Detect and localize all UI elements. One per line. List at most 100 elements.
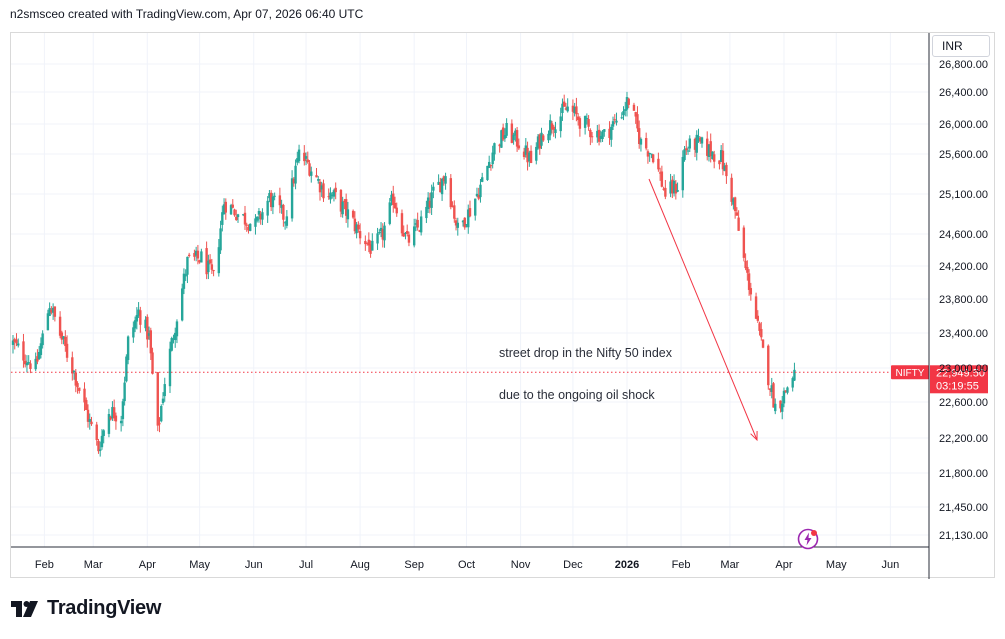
candle-body bbox=[60, 332, 64, 340]
candle-body bbox=[747, 273, 751, 290]
x-tick-label: Jul bbox=[299, 559, 313, 571]
candle-body bbox=[355, 224, 358, 234]
candle-body bbox=[50, 309, 53, 313]
candle-body bbox=[174, 332, 177, 341]
candle-body bbox=[133, 320, 137, 329]
x-tick-label: Oct bbox=[458, 559, 475, 571]
candle-body bbox=[296, 158, 299, 163]
candle-body bbox=[304, 156, 308, 159]
candle-body bbox=[585, 118, 589, 120]
candle-body bbox=[125, 356, 128, 382]
candle-body bbox=[357, 224, 360, 230]
candle-body bbox=[760, 328, 763, 338]
candle-body bbox=[719, 150, 723, 162]
candle-body bbox=[160, 406, 163, 422]
candle-body bbox=[590, 136, 594, 138]
candle-body bbox=[320, 185, 323, 190]
candle-body bbox=[761, 339, 765, 348]
candle-body bbox=[353, 218, 357, 232]
candle-body bbox=[587, 119, 590, 127]
candle-body bbox=[709, 141, 712, 157]
candle-body bbox=[432, 186, 435, 191]
candle-body bbox=[768, 388, 772, 391]
candle-body bbox=[310, 171, 313, 176]
candle-body bbox=[639, 138, 643, 145]
candle-body bbox=[454, 220, 458, 226]
candle-body bbox=[149, 330, 152, 354]
candle-body bbox=[147, 333, 151, 336]
candle-body bbox=[467, 209, 470, 228]
candle-body bbox=[514, 130, 517, 136]
candle-body bbox=[184, 274, 187, 277]
candle-body bbox=[139, 310, 142, 325]
candle-body bbox=[280, 204, 283, 208]
candle-body bbox=[674, 183, 678, 194]
candle-body bbox=[48, 308, 51, 316]
candle-body bbox=[306, 159, 309, 163]
candle-body bbox=[650, 153, 653, 155]
x-tick-label: Apr bbox=[775, 559, 792, 571]
candle-body bbox=[510, 123, 514, 143]
grid-lines bbox=[11, 33, 929, 547]
y-tick-label: 21,450.00 bbox=[939, 502, 988, 514]
y-tick-label: 25,600.00 bbox=[939, 149, 988, 161]
candle-body bbox=[583, 116, 587, 128]
candle-body bbox=[439, 182, 442, 193]
candle-body bbox=[658, 172, 662, 174]
candle-body bbox=[685, 148, 688, 151]
candle-body bbox=[461, 220, 465, 223]
chart-annotation-text[interactable]: street drop in the Nifty 50 index due to… bbox=[499, 318, 672, 416]
candle-body bbox=[151, 352, 154, 374]
candle-body bbox=[419, 216, 423, 233]
candle-body bbox=[637, 128, 641, 145]
candle-body bbox=[107, 414, 111, 434]
candle-body bbox=[346, 209, 350, 220]
annotation-line-1: street drop in the Nifty 50 index bbox=[499, 346, 673, 360]
candle-body bbox=[503, 135, 507, 139]
candle-body bbox=[231, 204, 234, 208]
candle-body bbox=[578, 118, 582, 129]
candle-body bbox=[273, 195, 276, 197]
candle-body bbox=[212, 270, 215, 272]
candle-body bbox=[449, 178, 453, 208]
annotation-arrow-line bbox=[648, 178, 758, 441]
candle-body bbox=[86, 409, 90, 422]
x-tick-label: Jun bbox=[881, 559, 899, 571]
candle-body bbox=[456, 222, 459, 228]
candle-body bbox=[339, 189, 343, 212]
candle-body bbox=[235, 216, 238, 221]
y-tick-label: 22,200.00 bbox=[939, 433, 988, 445]
candle-body bbox=[613, 119, 616, 121]
candle-body bbox=[85, 399, 88, 411]
candle-body bbox=[723, 165, 726, 171]
currency-selector[interactable]: INR bbox=[932, 35, 990, 57]
x-tick-label: Feb bbox=[672, 559, 691, 571]
candle-body bbox=[620, 117, 623, 119]
lightning-icon[interactable] bbox=[797, 528, 819, 555]
candle-body bbox=[269, 192, 273, 208]
candle-body bbox=[660, 171, 664, 187]
candle-body bbox=[603, 129, 606, 132]
candle-body bbox=[779, 400, 782, 409]
candle-body bbox=[99, 449, 102, 451]
candle-body bbox=[15, 339, 18, 344]
candle-body bbox=[529, 150, 533, 163]
candle-body bbox=[735, 212, 739, 216]
candle-body bbox=[102, 430, 105, 437]
candle-body bbox=[318, 181, 322, 193]
candle-body bbox=[535, 146, 538, 161]
chart-area[interactable]: NIFTY 22,949.50 03:19:55 26,800.00 26,400.0… bbox=[10, 32, 996, 579]
candle-body bbox=[334, 187, 337, 193]
candle-body bbox=[278, 195, 282, 206]
candle-body bbox=[198, 260, 201, 263]
y-tick-label: 24,200.00 bbox=[939, 261, 988, 273]
candle-body bbox=[501, 127, 505, 140]
candle-body bbox=[686, 150, 690, 152]
candle-body bbox=[672, 180, 676, 194]
candle-body bbox=[271, 196, 275, 208]
tradingview-logo-icon bbox=[11, 600, 38, 617]
candle-body bbox=[681, 157, 685, 191]
tradingview-brand-name: TradingView bbox=[47, 597, 162, 619]
